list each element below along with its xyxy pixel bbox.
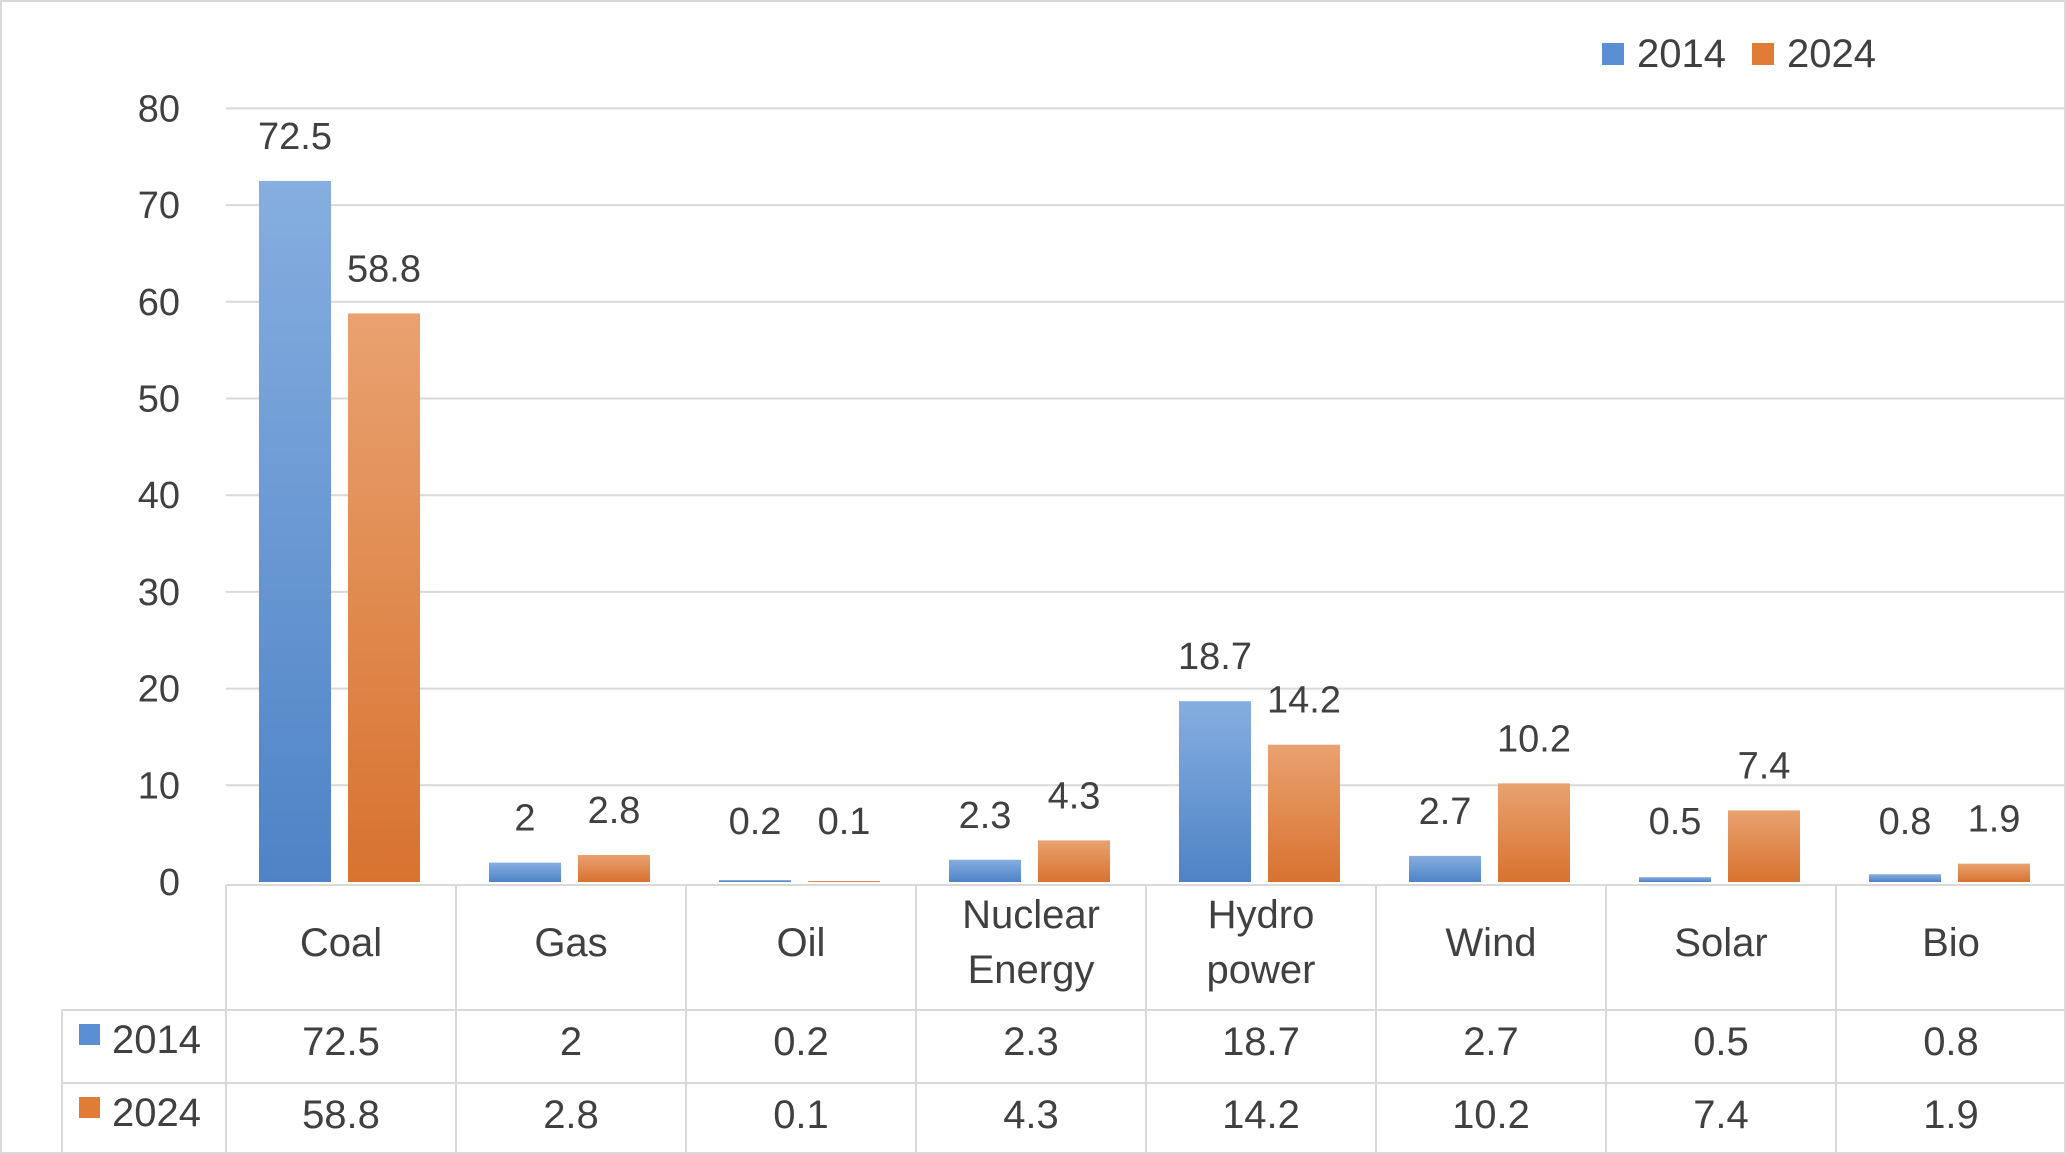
- legend-key: [1602, 43, 1624, 65]
- gridlines: [226, 107, 2066, 787]
- y-tick-label: 60: [138, 282, 180, 324]
- table-legend-key: [79, 1024, 100, 1045]
- y-tick-label: 70: [138, 185, 180, 227]
- data-label: 2.8: [588, 790, 641, 832]
- data-label: 14.2: [1267, 680, 1341, 722]
- table-cell: 1.9: [1923, 1093, 1979, 1137]
- category-label: Bio: [1922, 921, 1980, 965]
- data-labels: 72.5 2 0.2 2.3 18.7 2.7 0.5 0.8 58.8 2.8 0.1 4.3 14.…: [258, 116, 2020, 843]
- table-cell: 7.4: [1693, 1093, 1749, 1137]
- y-tick-label: 20: [138, 669, 180, 711]
- category-label: Coal: [300, 921, 382, 965]
- bar-2024-5: [1498, 783, 1570, 882]
- table-cell: 0.2: [773, 1020, 829, 1064]
- data-label: 0.8: [1879, 801, 1932, 843]
- bar-2014-7: [1869, 874, 1941, 882]
- data-table: Coal Gas Oil Nuclear Energy Hydro power Wind Sol…: [61, 884, 2066, 1154]
- category-label: Nuclear: [962, 893, 1100, 937]
- bar-2014-2: [719, 880, 791, 882]
- data-label: 7.4: [1738, 745, 1791, 787]
- bar-2024-1: [578, 854, 650, 882]
- data-label: 2: [514, 798, 535, 840]
- bar-2024-2: [808, 881, 880, 882]
- category-label: Solar: [1674, 921, 1767, 965]
- bar-2014-5: [1409, 855, 1481, 882]
- table-cell: 0.8: [1923, 1020, 1979, 1064]
- bar-2024-6: [1728, 810, 1800, 882]
- data-label: 72.5: [258, 116, 332, 158]
- bar-2014-6: [1639, 877, 1711, 882]
- legend-label: 2014: [1637, 32, 1726, 76]
- category-label: Oil: [777, 921, 826, 965]
- table-cell: 10.2: [1452, 1093, 1530, 1137]
- data-label: 4.3: [1048, 775, 1101, 817]
- data-label: 1.9: [1968, 799, 2021, 841]
- table-cell: 2: [560, 1020, 582, 1064]
- category-label: Gas: [534, 921, 607, 965]
- table-cell: 18.7: [1222, 1020, 1300, 1064]
- bar-2014-3: [949, 859, 1021, 882]
- y-tick-label: 80: [138, 88, 180, 130]
- legend-label: 2024: [1787, 32, 1876, 76]
- table-cell: 14.2: [1222, 1093, 1300, 1137]
- data-label: 0.1: [818, 801, 871, 843]
- table-series-name: 2024: [112, 1091, 201, 1135]
- data-label: 10.2: [1497, 718, 1571, 760]
- y-tick-label: 30: [138, 572, 180, 614]
- data-label: 2.7: [1419, 791, 1472, 833]
- y-tick-label: 10: [138, 765, 180, 807]
- data-label: 0.5: [1649, 801, 1702, 843]
- table-cell: 0.5: [1693, 1020, 1749, 1064]
- bar-2014-4: [1179, 701, 1251, 882]
- y-tick-label: 0: [159, 862, 180, 904]
- legend: 2014 2024: [1602, 32, 1876, 76]
- table-cell: 0.1: [773, 1093, 829, 1137]
- table-cell: 2.8: [543, 1093, 599, 1137]
- table-cell: 2.7: [1463, 1020, 1519, 1064]
- data-label: 58.8: [347, 248, 421, 290]
- data-label: 0.2: [729, 801, 782, 843]
- table-cell: 2.3: [1003, 1020, 1059, 1064]
- category-label: power: [1207, 948, 1316, 992]
- category-label: Energy: [968, 948, 1095, 992]
- table-cell: 72.5: [302, 1020, 380, 1064]
- table-series-name: 2014: [112, 1018, 201, 1062]
- bar-2024-0: [348, 313, 420, 882]
- legend-key: [1752, 43, 1774, 65]
- bar-2024-4: [1268, 744, 1340, 882]
- category-label: Hydro: [1208, 893, 1315, 937]
- table-legend-key: [79, 1097, 100, 1118]
- bar-2024-3: [1038, 840, 1110, 882]
- bar-2024-7: [1958, 863, 2030, 882]
- y-tick-label: 50: [138, 379, 180, 421]
- table-cell: 58.8: [302, 1093, 380, 1137]
- category-label: Wind: [1445, 921, 1536, 965]
- table-cell: 4.3: [1003, 1093, 1059, 1137]
- y-axis-tick-labels: 0 10 20 30 40 50 60 70 80: [138, 88, 180, 904]
- bar-2014-0: [259, 180, 331, 883]
- bar-2014-1: [489, 862, 561, 882]
- data-label: 2.3: [959, 795, 1012, 837]
- y-tick-label: 40: [138, 475, 180, 517]
- bars: [259, 180, 2030, 883]
- data-label: 18.7: [1178, 636, 1252, 678]
